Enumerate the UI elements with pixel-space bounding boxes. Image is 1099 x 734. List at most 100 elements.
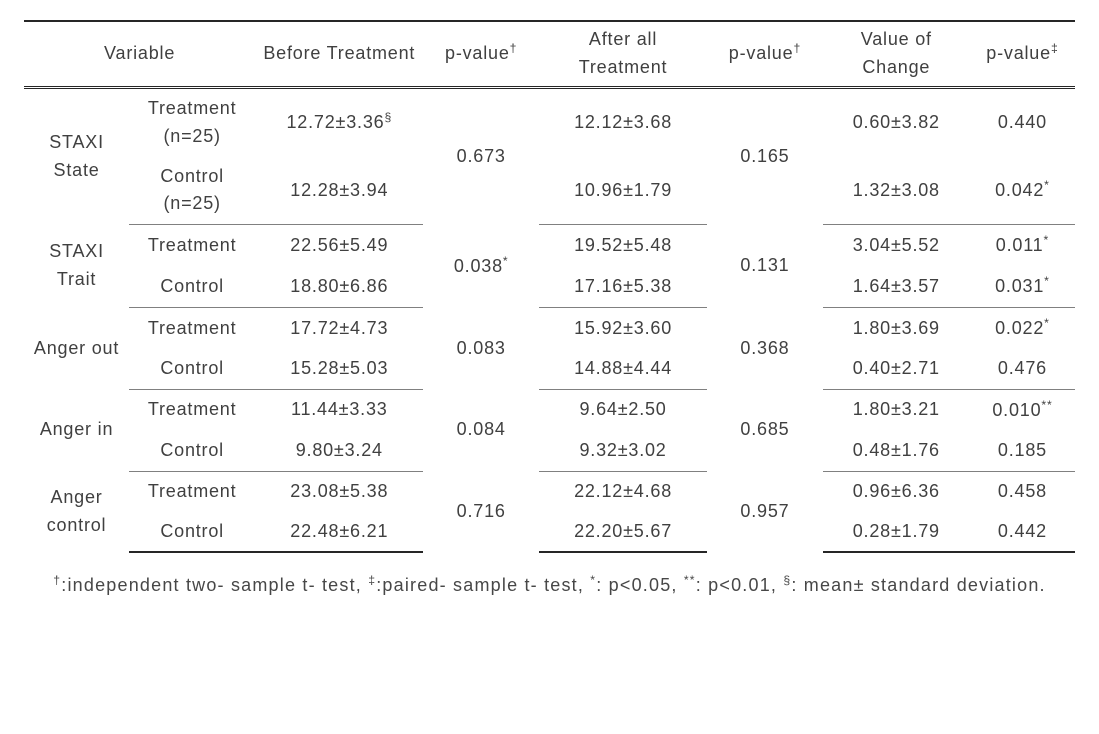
cell-value: 0.716 (457, 501, 506, 521)
cell-value: 18.80±6.86 (290, 276, 388, 296)
sup-mark-icon: § (384, 110, 392, 124)
pvalue2-cell: 0.685 (707, 389, 823, 471)
double-dagger-icon: ‡ (368, 573, 376, 587)
pvalue3-cell: 0.042* (970, 157, 1075, 225)
cell-value: 0.96±6.36 (853, 481, 940, 501)
after-cell: 14.88±4.44 (539, 349, 707, 389)
star-icon: * (590, 573, 596, 587)
after-cell: 9.32±3.02 (539, 431, 707, 471)
after-cell: 12.12±3.68 (539, 87, 707, 156)
cell-value: 0.038 (454, 256, 503, 276)
pvalue3-cell: 0.476 (970, 349, 1075, 389)
cell-value: 0.458 (998, 481, 1047, 501)
cell-value: 12.72±3.36 (286, 112, 384, 132)
cell-value: 1.80±3.69 (853, 318, 940, 338)
cell-value: 0.011 (996, 235, 1044, 255)
before-cell: 15.28±5.03 (255, 349, 423, 389)
dagger-icon: † (793, 41, 801, 55)
cell-value: 0.368 (740, 338, 789, 358)
cell-value: 0.010 (992, 400, 1041, 420)
group-label-cell: Treatment (129, 225, 255, 266)
cell-value: 0.673 (457, 146, 506, 166)
cell-value: 11.44±3.33 (291, 399, 388, 419)
cell-value: 12.28±3.94 (290, 180, 388, 200)
variable-name-cell: Anger out (24, 308, 129, 390)
cell-value: 1.80±3.21 (853, 399, 940, 419)
col-before: Before Treatment (255, 21, 423, 87)
voc-cell: 0.28±1.79 (823, 512, 970, 553)
cell-value: 0.40±2.71 (853, 358, 940, 378)
voc-cell: 0.48±1.76 (823, 431, 970, 471)
pvalue1-cell: 0.038* (423, 225, 539, 308)
cell-value: 3.04±5.52 (853, 235, 940, 255)
cell-value: 23.08±5.38 (290, 481, 388, 501)
col-pvalue-2: p-value† (707, 21, 823, 87)
table-row: Anger controlTreatment23.08±5.380.71622.… (24, 471, 1075, 511)
cell-value: 0.131 (740, 255, 789, 275)
cell-value: 0.442 (998, 521, 1047, 541)
variable-name-cell: STAXI Trait (24, 225, 129, 308)
after-cell: 22.12±4.68 (539, 471, 707, 511)
table-body: STAXI StateTreatment (n=25)12.72±3.36§0.… (24, 87, 1075, 552)
cell-value: 22.20±5.67 (574, 521, 672, 541)
after-cell: 15.92±3.60 (539, 308, 707, 349)
pvalue3-cell: 0.010** (970, 389, 1075, 430)
variable-name-cell: Anger in (24, 389, 129, 471)
group-label-cell: Treatment (129, 308, 255, 349)
variable-name-cell: STAXI State (24, 87, 129, 225)
table-row: Control (n=25) 12.28±3.94 10.96±1.79 1.32±3… (24, 157, 1075, 225)
cell-value: 0.083 (457, 338, 506, 358)
voc-cell: 3.04±5.52 (823, 225, 970, 266)
pvalue3-cell: 0.458 (970, 471, 1075, 511)
cell-value: 0.165 (740, 146, 789, 166)
before-cell: 12.28±3.94 (255, 157, 423, 225)
voc-cell: 1.80±3.69 (823, 308, 970, 349)
table-row: Anger outTreatment17.72±4.730.08315.92±3… (24, 308, 1075, 349)
cell-value: 22.12±4.68 (574, 481, 672, 501)
group-label-cell: Control (n=25) (129, 157, 255, 225)
before-cell: 22.48±6.21 (255, 512, 423, 553)
pvalue3-cell: 0.442 (970, 512, 1075, 553)
pvalue2-cell: 0.131 (707, 225, 823, 308)
pvalue2-cell: 0.957 (707, 471, 823, 552)
voc-cell: 0.40±2.71 (823, 349, 970, 389)
pvalue1-cell: 0.673 (423, 87, 539, 225)
pvalue1-cell: 0.084 (423, 389, 539, 471)
group-label-cell: Control (129, 349, 255, 389)
table-row: STAXI StateTreatment (n=25)12.72±3.36§0.… (24, 87, 1075, 156)
cell-value: 0.031 (995, 276, 1044, 296)
cell-value: 0.48±1.76 (853, 440, 940, 460)
col-pvalue-1: p-value† (423, 21, 539, 87)
col-value-of-change: Value of Change (823, 21, 970, 87)
before-cell: 23.08±5.38 (255, 471, 423, 511)
after-cell: 10.96±1.79 (539, 157, 707, 225)
before-cell: 22.56±5.49 (255, 225, 423, 266)
pvalue3-cell: 0.031* (970, 266, 1075, 307)
cell-value: 0.476 (998, 358, 1047, 378)
cell-value: 15.28±5.03 (290, 358, 388, 378)
cell-value: 0.022 (995, 318, 1044, 338)
before-cell: 11.44±3.33 (255, 389, 423, 430)
col-pvalue-3-text: p-value (986, 43, 1051, 63)
footnote-sect-text: : mean± standard deviation. (791, 575, 1045, 595)
table-row: Control22.48±6.21 22.20±5.67 0.28±1.79 0.44… (24, 512, 1075, 553)
voc-cell: 1.32±3.08 (823, 157, 970, 225)
after-cell: 17.16±5.38 (539, 266, 707, 307)
after-cell: 22.20±5.67 (539, 512, 707, 553)
group-label-cell: Control (129, 512, 255, 553)
before-cell: 18.80±6.86 (255, 266, 423, 307)
cell-value: 14.88±4.44 (574, 358, 672, 378)
pvalue3-cell: 0.185 (970, 431, 1075, 471)
cell-value: 19.52±5.48 (574, 235, 672, 255)
group-label-cell: Treatment (129, 471, 255, 511)
sup-mark-icon: * (1044, 316, 1050, 330)
cell-value: 0.084 (457, 419, 506, 439)
cell-value: 0.60±3.82 (853, 112, 940, 132)
cell-value: 9.80±3.24 (296, 440, 383, 460)
sup-mark-icon: * (1044, 233, 1050, 247)
cell-value: 12.12±3.68 (574, 112, 672, 132)
before-cell: 9.80±3.24 (255, 431, 423, 471)
cell-value: 9.32±3.02 (579, 440, 666, 460)
cell-value: 0.440 (998, 112, 1047, 132)
cell-value: 17.16±5.38 (574, 276, 672, 296)
